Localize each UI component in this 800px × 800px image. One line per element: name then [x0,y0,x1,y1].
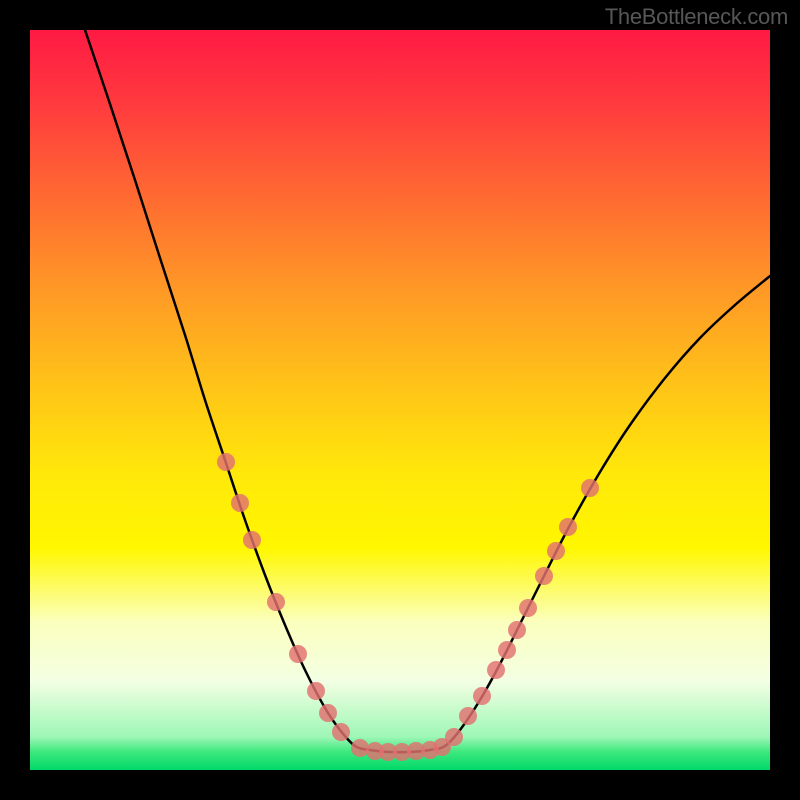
data-marker [267,593,285,611]
data-marker [319,704,337,722]
data-marker [459,707,477,725]
data-marker [519,599,537,617]
data-marker [351,739,369,757]
data-marker [547,542,565,560]
data-marker [231,494,249,512]
data-marker [508,621,526,639]
data-marker [559,518,577,536]
gradient-background [30,30,770,770]
data-marker [473,687,491,705]
data-marker [535,567,553,585]
bottleneck-chart [30,30,770,770]
data-marker [487,661,505,679]
plot-area [30,30,770,770]
data-marker [332,723,350,741]
data-marker [307,682,325,700]
watermark-label: TheBottleneck.com [605,4,788,30]
figure-root: TheBottleneck.com [0,0,800,800]
data-marker [217,453,235,471]
data-marker [289,645,307,663]
data-marker [243,531,261,549]
data-marker [498,641,516,659]
data-marker [445,728,463,746]
data-marker [581,479,599,497]
